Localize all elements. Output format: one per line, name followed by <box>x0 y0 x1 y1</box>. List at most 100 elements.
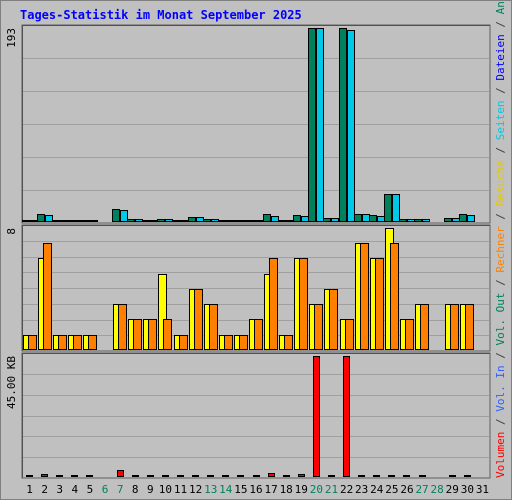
bar-seiten-day-3 <box>60 220 68 222</box>
bar-anfragen-day-4 <box>67 220 75 222</box>
bar-anfragen-day-27 <box>414 219 422 222</box>
x-tick-label-day-21: 21 <box>325 483 338 496</box>
bar-rechner-day-11 <box>179 335 188 350</box>
x-tick-label-day-26: 26 <box>400 483 413 496</box>
bar-rechner-day-3 <box>58 335 67 350</box>
bar-volumen-day-22 <box>343 356 350 477</box>
bar-seiten-day-17 <box>271 216 279 222</box>
x-tick-label-day-15: 15 <box>234 483 247 496</box>
bar-rechner-day-25 <box>390 243 399 350</box>
bar-seiten-day-4 <box>75 220 83 222</box>
x-tick-label-day-1: 1 <box>26 483 33 496</box>
bar-rechner-day-4 <box>73 335 82 350</box>
panel-bottom-max-label: 45.00 KB <box>5 356 18 409</box>
bar-rechner-day-15 <box>239 335 248 350</box>
bar-rechner-day-24 <box>375 258 384 350</box>
x-tick-label-day-7: 7 <box>117 483 124 496</box>
bar-anfragen-day-14 <box>218 220 226 222</box>
bar-seiten-day-8 <box>135 219 143 222</box>
x-tick-label-day-12: 12 <box>189 483 202 496</box>
bar-volumen-day-10 <box>162 475 169 477</box>
bar-seiten-day-11 <box>181 220 189 222</box>
bar-seiten-day-2 <box>45 215 53 222</box>
x-tick-label-day-8: 8 <box>132 483 139 496</box>
bar-anfragen-day-24 <box>369 215 377 222</box>
x-tick-label-day-3: 3 <box>56 483 63 496</box>
bar-anfragen-day-30 <box>459 214 467 222</box>
x-tick-label-day-5: 5 <box>87 483 94 496</box>
bar-volumen-day-8 <box>132 475 139 477</box>
bar-anfragen-day-8 <box>127 219 135 222</box>
x-tick-label-day-19: 19 <box>295 483 308 496</box>
bar-seiten-day-7 <box>120 210 128 222</box>
bar-volumen-day-2 <box>41 474 48 477</box>
bar-besuche-day-10 <box>158 274 167 350</box>
bar-seiten-day-5 <box>90 220 98 222</box>
bar-volumen-day-16 <box>253 475 260 477</box>
bar-rechner-day-26 <box>405 319 414 350</box>
bar-rechner-day-21 <box>329 289 338 350</box>
legend-item-vol-in: Vol. In <box>494 365 507 411</box>
bar-anfragen-day-26 <box>399 219 407 222</box>
panel-bottom <box>21 352 491 479</box>
bar-anfragen-day-13 <box>203 219 211 222</box>
panel-top-max-label: 193 <box>5 28 18 48</box>
bar-seiten-day-21 <box>331 218 339 222</box>
x-tick-label-day-23: 23 <box>355 483 368 496</box>
bar-rechner-day-29 <box>450 304 459 350</box>
bar-volumen-day-20 <box>313 356 320 477</box>
x-tick-label-day-29: 29 <box>446 483 459 496</box>
bar-volumen-day-14 <box>222 475 229 477</box>
bar-rechner-day-17 <box>269 258 278 350</box>
bar-volumen-day-30 <box>464 475 471 477</box>
bar-rechner-day-23 <box>360 243 369 350</box>
bar-anfragen-day-7 <box>112 209 120 222</box>
bar-seiten-day-27 <box>422 219 430 222</box>
bar-rechner-day-5 <box>88 335 97 350</box>
bar-anfragen-day-2 <box>37 214 45 222</box>
x-tick-label-day-17: 17 <box>264 483 277 496</box>
bar-volumen-day-13 <box>207 475 214 477</box>
bar-rechner-day-13 <box>209 304 218 350</box>
bar-volumen-day-21 <box>328 475 335 477</box>
legend-item--: / <box>494 81 507 101</box>
bar-seiten-day-18 <box>286 220 294 222</box>
bar-seiten-day-12 <box>196 217 204 222</box>
bar-volumen-day-25 <box>388 475 395 477</box>
legend-item-vol-out: Vol. Out <box>494 293 507 346</box>
bar-anfragen-day-18 <box>278 220 286 222</box>
legend-item-anfragen: Anfragen <box>494 1 507 14</box>
legend-item--: / <box>494 273 507 293</box>
bar-anfragen-day-3 <box>52 220 60 222</box>
bar-anfragen-day-1 <box>22 220 30 222</box>
bar-anfragen-day-9 <box>142 220 150 222</box>
bar-rechner-day-20 <box>314 304 323 350</box>
bar-seiten-day-14 <box>226 220 234 222</box>
legend-item-dateien: Dateien <box>494 34 507 80</box>
bar-anfragen-day-17 <box>263 214 271 222</box>
bar-seiten-day-22 <box>347 30 355 222</box>
bar-volumen-day-18 <box>283 475 290 477</box>
bar-volumen-day-3 <box>56 475 63 477</box>
bar-seiten-day-16 <box>256 220 264 222</box>
legend-item-rechner: Rechner <box>494 226 507 273</box>
bar-anfragen-day-23 <box>354 214 362 222</box>
bar-volumen-day-19 <box>298 474 305 477</box>
x-tick-label-day-22: 22 <box>340 483 353 496</box>
bar-anfragen-day-15 <box>233 220 241 222</box>
bar-volumen-day-7 <box>117 470 124 477</box>
bar-volumen-day-27 <box>419 475 426 477</box>
x-tick-label-day-31: 31 <box>476 483 489 496</box>
bar-volumen-day-15 <box>237 475 244 477</box>
bar-anfragen-day-20 <box>308 28 316 222</box>
bar-rechner-day-18 <box>284 335 293 350</box>
bar-rechner-day-1 <box>28 335 37 350</box>
bar-rechner-day-7 <box>118 304 127 350</box>
panel-middle-max-label: 8 <box>5 228 18 235</box>
bar-volumen-day-11 <box>177 475 184 477</box>
bar-anfragen-day-16 <box>248 220 256 222</box>
bar-anfragen-day-10 <box>157 219 165 222</box>
bar-volumen-day-9 <box>147 475 154 477</box>
x-tick-label-day-25: 25 <box>385 483 398 496</box>
bar-seiten-day-15 <box>241 220 249 222</box>
